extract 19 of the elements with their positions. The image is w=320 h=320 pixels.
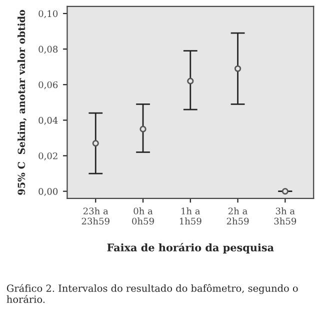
x-tick-label: 3h a 3h59 [274,207,296,225]
point [234,65,242,72]
x-tick-label: 1h a 1h59 [180,207,202,225]
y-tick-label: 0,02 [38,152,58,160]
y-tick-label: 0,00 [38,188,58,196]
y-axis-title: 95% C Sekim, anotar valor obtido [18,10,27,195]
point [140,126,146,132]
point [187,78,194,84]
point [282,188,288,195]
x-axis-title: Faixa de horário da pesquisa [107,242,274,254]
y-tick-label: 0,08 [38,46,58,54]
point [92,140,99,147]
y-tick-label: 0,04 [38,116,58,125]
y-tick-label: 0,06 [38,81,58,90]
x-tick-label: 23h a 23h59 [82,207,110,225]
x-tick-label: 0h a 0h59 [132,207,154,225]
y-tick-label: 0,10 [38,10,58,18]
x-tick-label: 2h a 2h59 [226,207,249,225]
text: Gráfico 2. Intervalos do resultado do bafômetro, segundo o horário. [6,284,298,303]
